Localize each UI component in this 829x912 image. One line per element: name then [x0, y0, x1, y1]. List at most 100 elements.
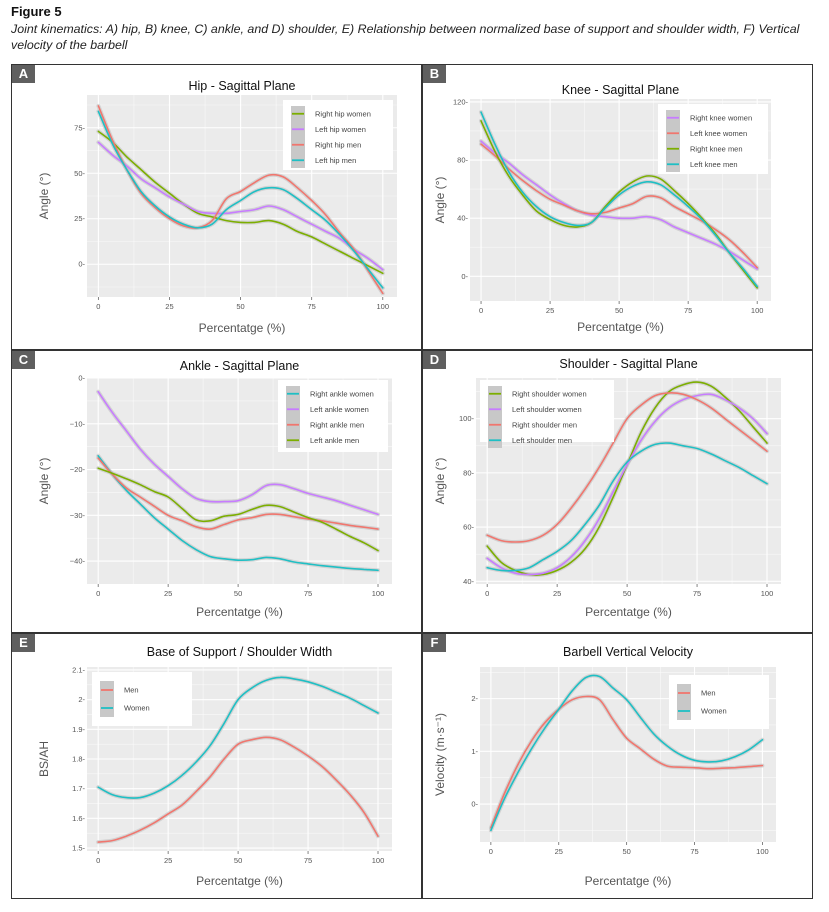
- legend-label-left-ankle-men: Left ankle men: [310, 436, 359, 445]
- x-tick-label: 25: [555, 847, 563, 856]
- x-tick-label: 100: [372, 856, 385, 865]
- x-tick-label: 0: [96, 302, 100, 311]
- x-tick-label: 0: [485, 589, 489, 598]
- x-tick-label: 100: [756, 847, 769, 856]
- y-tick-label: 1.6-: [72, 814, 85, 823]
- series-line-left-knee-women: [480, 143, 758, 269]
- panel-a-x-axis-label: Percentatge (%): [199, 321, 286, 335]
- horizontal-divider-1: [11, 349, 813, 351]
- legend-key-background: [286, 386, 300, 448]
- panel-f-legend: Men Women: [669, 675, 769, 729]
- figure-caption: Joint kinematics: A) hip, B) knee, C) an…: [11, 22, 800, 52]
- legend-key-background: [100, 681, 114, 717]
- x-tick-label: 50: [236, 302, 244, 311]
- legend-label-left-shoulder-men: Left shoulder men: [512, 436, 572, 445]
- panel-c-legend: Right ankle women Left ankle women Right a…: [278, 380, 388, 452]
- series-line-left-shoulder-women: [486, 393, 768, 576]
- panel-b-x-axis-label: Percentatge (%): [577, 320, 664, 334]
- x-tick-label: 50: [615, 306, 623, 315]
- legend-key-background: [677, 684, 691, 720]
- x-tick-label: 50: [234, 589, 242, 598]
- y-tick-label: 60-: [463, 523, 474, 532]
- legend-label-right-ankle-men: Right ankle men: [310, 420, 364, 429]
- x-tick-label: 75: [304, 589, 312, 598]
- y-tick-label: 25-: [74, 214, 85, 223]
- panel-d-y-axis-label: Angle (°): [433, 458, 447, 505]
- legend-label-right-ankle-women: Right ankle women: [310, 389, 374, 398]
- x-tick-label: 0: [489, 847, 493, 856]
- y-tick-label: 40-: [457, 214, 468, 223]
- panel-c-series-group: [96, 389, 380, 573]
- y-tick-label: 0-: [461, 272, 468, 281]
- x-tick-label: 75: [684, 306, 692, 315]
- series-line-left-shoulder-men: [486, 442, 768, 572]
- panel-b-legend: Right knee women Left knee women Right kne…: [658, 104, 768, 174]
- legend-key-background: [666, 110, 680, 172]
- y-tick-label: 1.8-: [72, 755, 85, 764]
- panel-f-title: Barbell Vertical Velocity: [563, 645, 694, 659]
- x-tick-label: 100: [377, 302, 390, 311]
- panel-b-title: Knee - Sagittal Plane: [562, 83, 679, 97]
- series-line-men: [97, 736, 379, 843]
- x-tick-label: 0: [479, 306, 483, 315]
- series-line-right-hip-women: [97, 130, 384, 275]
- y-tick-label: 1.7-: [72, 784, 85, 793]
- panel-d-legend: Right shoulder women Left shoulder women R…: [480, 380, 614, 448]
- panel-f-y-axis-label: Velocity (m·s⁻¹): [433, 713, 447, 796]
- panel-e-legend: Men Women: [92, 672, 192, 726]
- panel-c-x-axis-label: Percentatge (%): [196, 605, 283, 619]
- y-tick-label: 40-: [463, 577, 474, 586]
- y-tick-label: 2-: [78, 695, 85, 704]
- series-line-left-knee-men: [480, 111, 758, 288]
- y-tick-label: 80-: [463, 468, 474, 477]
- panel-label-b: B: [423, 65, 446, 83]
- panel-a-title: Hip - Sagittal Plane: [188, 79, 295, 93]
- panel-e-title: Base of Support / Shoulder Width: [147, 645, 333, 659]
- series-line-left-ankle-men: [97, 467, 379, 552]
- series-line-women: [490, 674, 764, 832]
- series-line-men: [490, 695, 764, 829]
- series-line-right-shoulder-men: [486, 392, 768, 543]
- x-tick-label: 0: [96, 589, 100, 598]
- series-line-left-hip-women: [97, 141, 384, 271]
- x-tick-label: 75: [304, 856, 312, 865]
- figure-title: Figure 5: [11, 4, 62, 19]
- figure-frame: [11, 64, 813, 899]
- panel-f: 0 25 50 75 100 0- 1- 2- Barbell Vertical Velocit…: [433, 645, 776, 888]
- legend-label-left-shoulder-women: Left shoulder women: [512, 405, 582, 414]
- series-line-right-knee-men: [480, 120, 758, 289]
- panel-f-series-group: [488, 673, 765, 833]
- x-tick-label: 75: [693, 589, 701, 598]
- x-tick-label: 100: [761, 589, 774, 598]
- y-tick-label: 1.5-: [72, 844, 85, 853]
- y-tick-label: −40-: [70, 557, 86, 566]
- legend-label-men: Men: [701, 689, 716, 698]
- panel-c-title: Ankle - Sagittal Plane: [180, 359, 300, 373]
- x-tick-label: 0: [96, 856, 100, 865]
- horizontal-divider-2: [11, 632, 813, 634]
- panel-e-x-axis-label: Percentatge (%): [196, 874, 283, 888]
- legend-label-left-hip-women: Left hip women: [315, 125, 366, 134]
- panel-f-x-axis-label: Percentatge (%): [585, 874, 672, 888]
- panel-e-y-axis-label: BS/AH: [37, 741, 51, 777]
- legend-background: [480, 380, 614, 442]
- y-tick-label: 1.9-: [72, 725, 85, 734]
- y-tick-label: 2-: [471, 694, 478, 703]
- y-tick-label: 80-: [457, 156, 468, 165]
- y-tick-label: 120-: [453, 97, 469, 106]
- panel-label-a: A: [12, 65, 35, 83]
- panel-label-e: E: [12, 634, 35, 652]
- y-tick-label: 75-: [74, 123, 85, 132]
- panel-e: 0 25 50 75 100 1.5- 1.6- 1.7- 1.8- 1.9- 2- 2.1- Base…: [37, 645, 392, 888]
- panel-e-series-group: [96, 675, 380, 845]
- legend-label-right-shoulder-men: Right shoulder men: [512, 420, 577, 429]
- panel-a-legend: Right hip women Left hip women Right hip m…: [283, 100, 393, 170]
- series-line-right-ankle-men: [97, 457, 379, 530]
- x-tick-label: 75: [308, 302, 316, 311]
- series-line-right-knee-women: [480, 140, 758, 270]
- series-line-women: [97, 676, 379, 799]
- y-tick-label: 1-: [471, 747, 478, 756]
- x-tick-label: 100: [372, 589, 385, 598]
- x-tick-label: 100: [751, 306, 764, 315]
